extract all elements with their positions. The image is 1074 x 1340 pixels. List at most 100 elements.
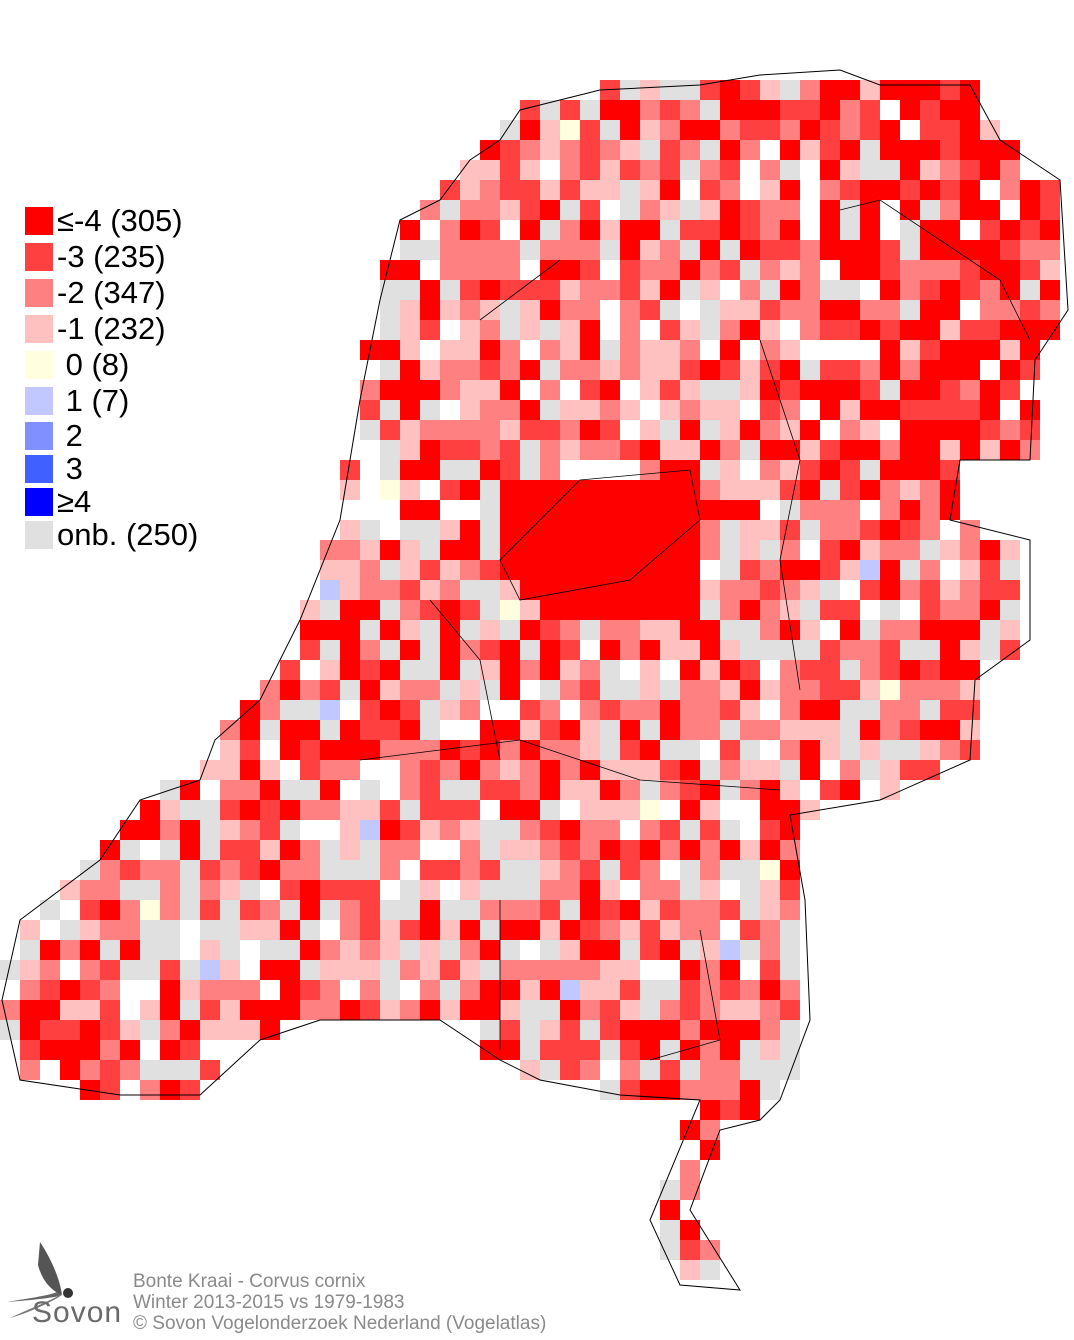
grid-cell xyxy=(340,560,360,580)
grid-cell xyxy=(640,1060,660,1080)
grid-cell xyxy=(520,540,540,560)
grid-cell xyxy=(640,1000,660,1020)
grid-cell xyxy=(540,140,560,160)
grid-cell xyxy=(520,360,540,380)
grid-cell xyxy=(740,300,760,320)
grid-cell xyxy=(500,920,520,940)
grid-cell xyxy=(440,980,460,1000)
grid-cell xyxy=(820,120,840,140)
grid-cell xyxy=(460,360,480,380)
grid-cell xyxy=(140,1020,160,1040)
grid-cell xyxy=(900,220,920,240)
grid-cell xyxy=(900,80,920,100)
grid-cell xyxy=(320,800,340,820)
grid-cell xyxy=(720,180,740,200)
legend-item: onb. (250) xyxy=(25,517,198,552)
grid-cell xyxy=(40,1040,60,1060)
grid-cell xyxy=(740,140,760,160)
grid-cell xyxy=(500,780,520,800)
grid-cell xyxy=(500,560,520,580)
grid-cell xyxy=(220,780,240,800)
grid-cell xyxy=(740,240,760,260)
grid-cell xyxy=(500,840,520,860)
grid-cell xyxy=(620,400,640,420)
grid-cell xyxy=(360,680,380,700)
grid-cell xyxy=(1020,320,1040,340)
grid-cell xyxy=(580,940,600,960)
grid-cell xyxy=(320,780,340,800)
grid-cell xyxy=(360,620,380,640)
grid-cell xyxy=(780,800,800,820)
grid-cell xyxy=(360,400,380,420)
grid-cell xyxy=(580,320,600,340)
grid-cell xyxy=(700,780,720,800)
grid-cell xyxy=(680,700,700,720)
grid-cell xyxy=(580,560,600,580)
grid-cell xyxy=(940,440,960,460)
grid-cell xyxy=(680,580,700,600)
grid-cell xyxy=(380,540,400,560)
grid-cell xyxy=(280,720,300,740)
grid-cell xyxy=(1000,540,1020,560)
grid-cell xyxy=(560,340,580,360)
grid-cell xyxy=(460,560,480,580)
grid-cell xyxy=(300,900,320,920)
grid-cell xyxy=(940,720,960,740)
grid-cell xyxy=(800,480,820,500)
grid-cell xyxy=(380,980,400,1000)
grid-cell xyxy=(840,780,860,800)
grid-cell xyxy=(160,1000,180,1020)
grid-cell xyxy=(600,940,620,960)
grid-cell xyxy=(600,400,620,420)
grid-cell xyxy=(480,1020,500,1040)
grid-cell xyxy=(400,780,420,800)
grid-cell xyxy=(620,860,640,880)
grid-cell xyxy=(880,500,900,520)
grid-cell xyxy=(400,520,420,540)
grid-cell xyxy=(560,640,580,660)
grid-cell xyxy=(640,660,660,680)
grid-cell xyxy=(600,160,620,180)
grid-cell xyxy=(600,860,620,880)
grid-cell xyxy=(620,260,640,280)
grid-cell xyxy=(940,280,960,300)
grid-cell xyxy=(820,380,840,400)
grid-cell xyxy=(280,660,300,680)
grid-cell xyxy=(320,840,340,860)
grid-cell xyxy=(500,640,520,660)
grid-cell xyxy=(540,220,560,240)
grid-cell xyxy=(860,140,880,160)
grid-cell xyxy=(220,1000,240,1020)
grid-cell xyxy=(480,660,500,680)
grid-cell xyxy=(760,640,780,660)
grid-cell xyxy=(720,720,740,740)
grid-cell xyxy=(960,380,980,400)
grid-cell xyxy=(680,340,700,360)
grid-cell xyxy=(520,120,540,140)
grid-cell xyxy=(740,580,760,600)
grid-cell xyxy=(660,420,680,440)
grid-cell xyxy=(840,740,860,760)
grid-cell xyxy=(400,580,420,600)
grid-cell xyxy=(560,840,580,860)
grid-cell xyxy=(760,680,780,700)
grid-cell xyxy=(580,140,600,160)
grid-cell xyxy=(460,480,480,500)
grid-cell xyxy=(540,440,560,460)
grid-cell xyxy=(920,140,940,160)
grid-cell xyxy=(540,280,560,300)
grid-cell xyxy=(620,940,640,960)
grid-cell xyxy=(240,980,260,1000)
grid-cell xyxy=(840,320,860,340)
grid-cell xyxy=(660,160,680,180)
grid-cell xyxy=(140,880,160,900)
grid-cell xyxy=(580,600,600,620)
grid-cell xyxy=(400,680,420,700)
grid-cell xyxy=(440,900,460,920)
grid-cell xyxy=(360,780,380,800)
grid-cell xyxy=(1000,640,1020,660)
grid-cell xyxy=(240,1020,260,1040)
grid-cell xyxy=(280,940,300,960)
grid-cell xyxy=(580,980,600,1000)
grid-cell xyxy=(700,460,720,480)
